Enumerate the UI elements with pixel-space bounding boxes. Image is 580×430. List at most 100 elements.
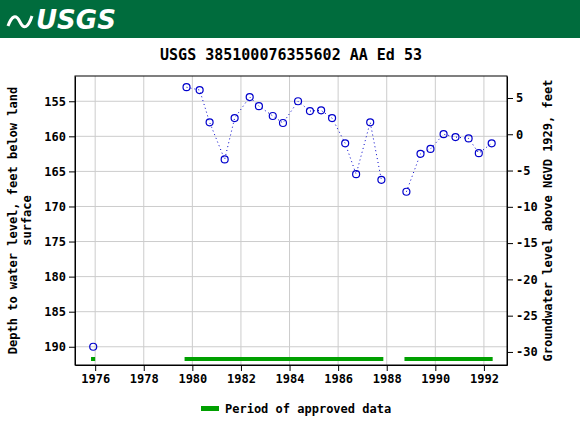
tick: 1990 [421,365,450,386]
header-logo-wave [8,16,32,27]
legend-swatch [201,406,219,411]
grid-line-y [75,346,507,347]
grid [75,76,507,365]
header-logo: USGS [36,5,116,35]
data-point [465,135,472,142]
tick-mark [507,352,513,353]
tick: 190 [44,340,75,354]
tick-mark [507,207,513,208]
tick: 165 [44,165,75,179]
tick: -20 [507,273,538,287]
data-point [255,103,262,110]
tick-mark [241,365,242,371]
approved-period [404,357,492,361]
tick-label: 1984 [276,372,305,386]
data-point [329,115,336,122]
tick-label: 0 [516,128,523,142]
data-point [342,140,349,147]
tick-mark [69,171,75,172]
data-point [279,119,286,126]
plot-area [90,84,495,361]
tick-label: -20 [516,273,538,287]
tick-mark [69,136,75,137]
y2-axis-title: Groundwater level above NGVD 1929, feet [541,80,555,362]
plot-frame [75,76,507,365]
tick-label: 165 [44,165,66,179]
data-point [403,188,410,195]
tick-label: 180 [44,270,66,284]
tick-mark [484,365,485,371]
axis-line [507,77,508,366]
series-line [93,87,491,347]
tick-mark [95,365,96,371]
tick-label: -15 [516,236,538,250]
tick-mark [69,312,75,313]
data-point [221,156,228,163]
grid-line-x [338,76,339,365]
tick-mark [435,365,436,371]
tick-mark [192,365,193,371]
tick-label: 1992 [470,372,499,386]
tick-mark [144,365,145,371]
tick: 1976 [81,365,110,386]
tick-label: -30 [516,345,538,359]
tick: 175 [44,235,75,249]
tick-mark [69,242,75,243]
grid-line-x [483,76,484,365]
grid-line-y [75,276,507,277]
tick: 185 [44,305,75,319]
data-point [306,108,313,115]
tick: 170 [44,200,75,214]
tick-label: 170 [44,200,66,214]
tick-mark [69,347,75,348]
tick-label: 155 [44,95,66,109]
tick-label: 185 [44,305,66,319]
tick: 0 [507,128,523,142]
tick: 1982 [227,365,256,386]
grid-line-y [75,311,507,312]
tick-mark [507,243,513,244]
tick-label: -5 [516,164,530,178]
grid-line-y [75,206,507,207]
grid-line-x [143,76,144,365]
data-point [367,119,374,126]
tick-label: 175 [44,235,66,249]
tick: 1978 [130,365,159,386]
tick: 180 [44,270,75,284]
tick-label: -25 [516,309,538,323]
grid-line-y [75,101,507,102]
y-axis: 155160165170175180185190 [44,77,75,366]
header-band [0,0,580,38]
tick-mark [290,365,291,371]
chart-root: USGS USGS 385100076355602 AA Ed 53 1976 197… [0,0,580,430]
tick: 5 [507,91,523,105]
tick-mark [387,365,388,371]
tick-mark [507,316,513,317]
legend: Period of approved data [201,402,391,416]
data-point [353,171,360,178]
approved-period [185,357,384,361]
tick: 1980 [178,365,207,386]
data-point [206,119,213,126]
grid-line-y [75,241,507,242]
data-point [318,107,325,114]
tick-mark [507,134,513,135]
data-point [488,140,495,147]
data-point [417,150,424,157]
approved-period [91,357,95,361]
tick-label: 1976 [81,372,110,386]
tick: 1984 [276,365,305,386]
grid-line-x [386,76,387,365]
tick: -15 [507,236,538,250]
tick-label: 1986 [324,372,353,386]
data-point [196,87,203,94]
tick-label: 1980 [178,372,207,386]
tick-mark [507,171,513,172]
tick-mark [507,98,513,99]
tick: 1992 [470,365,499,386]
x-axis: 197619781980198219841986198819901992 [76,365,508,386]
data-point [427,145,434,152]
title: USGS 385100076355602 AA Ed 53 [160,46,422,64]
data-point [231,115,238,122]
grid-line-x [192,76,193,365]
